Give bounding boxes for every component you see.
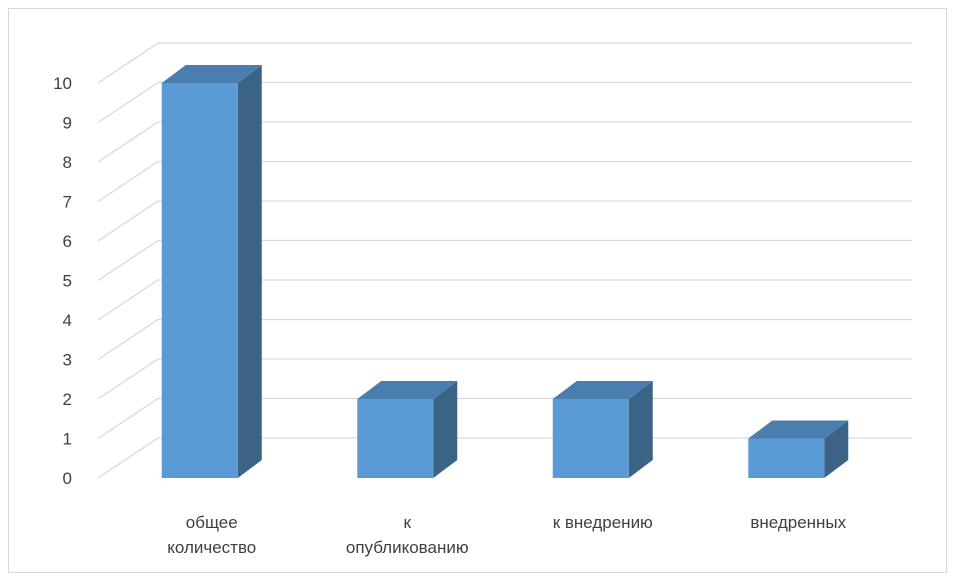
y-tick-label: 0 xyxy=(63,469,72,488)
bar-top xyxy=(357,381,458,399)
bar xyxy=(161,65,262,478)
bar-top xyxy=(552,381,653,399)
y-tick-label: 10 xyxy=(53,74,72,93)
chart-bars xyxy=(161,65,849,478)
y-tick-label: 3 xyxy=(63,351,72,370)
bar xyxy=(357,381,458,478)
bar-top xyxy=(161,65,262,83)
gridline xyxy=(97,160,912,203)
y-tick-label: 8 xyxy=(63,153,72,172)
y-axis-ticks: 0 1 2 3 4 5 6 7 8 9 10 xyxy=(53,74,72,488)
x-category-label-line: общее xyxy=(186,513,238,532)
gridline xyxy=(97,358,912,400)
bar-front xyxy=(748,438,825,478)
bar xyxy=(748,420,849,478)
gridline xyxy=(97,279,912,321)
bar-side xyxy=(824,420,849,478)
x-category-label: внедренных xyxy=(750,513,846,532)
bar-side xyxy=(237,65,262,478)
bar-front xyxy=(357,399,434,478)
x-category-label: к внедрению xyxy=(553,513,653,532)
bar-front xyxy=(552,399,629,478)
y-tick-label: 2 xyxy=(63,390,72,409)
x-category-label: общее количество xyxy=(167,513,256,557)
bar-side xyxy=(433,381,458,478)
gridline xyxy=(97,42,912,84)
y-tick-label: 1 xyxy=(63,430,72,449)
x-category-label-line: к xyxy=(404,513,412,532)
x-category-label: к опубликованию xyxy=(346,513,469,557)
bar-top xyxy=(748,420,849,439)
gridline xyxy=(97,200,912,242)
y-tick-label: 7 xyxy=(63,193,72,212)
x-category-label-line: опубликованию xyxy=(346,538,469,557)
gridline xyxy=(97,81,912,124)
x-axis-labels: общее количество к опубликованию к внедрению… xyxy=(167,513,846,557)
chart-gridlines xyxy=(97,42,912,479)
bar-side xyxy=(628,381,653,478)
gridline xyxy=(97,121,912,163)
y-tick-label: 6 xyxy=(63,232,72,251)
gridline xyxy=(97,437,912,479)
x-category-label-line: внедренных xyxy=(750,513,846,532)
bar-front xyxy=(161,83,238,478)
gridline xyxy=(97,397,912,440)
bar xyxy=(552,381,653,478)
gridline xyxy=(97,318,912,361)
y-tick-label: 4 xyxy=(63,311,72,330)
y-tick-label: 5 xyxy=(63,272,72,291)
x-category-label-line: количество xyxy=(167,538,256,557)
y-tick-label: 9 xyxy=(63,114,72,133)
x-category-label-line: к внедрению xyxy=(553,513,653,532)
gridline xyxy=(97,239,912,282)
